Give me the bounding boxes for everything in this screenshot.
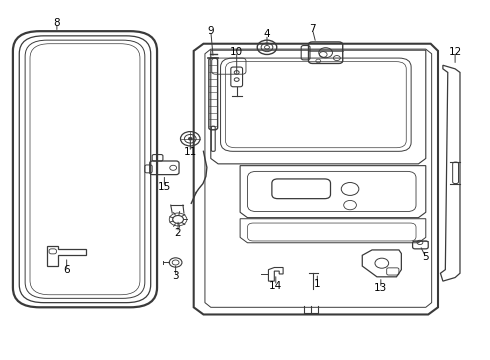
Text: 7: 7 — [309, 24, 316, 35]
Text: 2: 2 — [175, 228, 181, 238]
Text: 8: 8 — [53, 18, 60, 28]
Text: 3: 3 — [172, 271, 179, 281]
Text: 5: 5 — [422, 252, 429, 262]
Text: 6: 6 — [63, 265, 70, 275]
Text: 12: 12 — [448, 46, 462, 57]
Circle shape — [188, 137, 192, 140]
Text: 1: 1 — [314, 279, 320, 289]
Text: 14: 14 — [269, 281, 282, 291]
Text: 13: 13 — [374, 283, 388, 293]
Text: 9: 9 — [207, 26, 214, 36]
Text: 10: 10 — [230, 46, 243, 57]
Text: 11: 11 — [184, 147, 197, 157]
Text: 15: 15 — [158, 182, 171, 192]
Text: 4: 4 — [264, 30, 270, 39]
